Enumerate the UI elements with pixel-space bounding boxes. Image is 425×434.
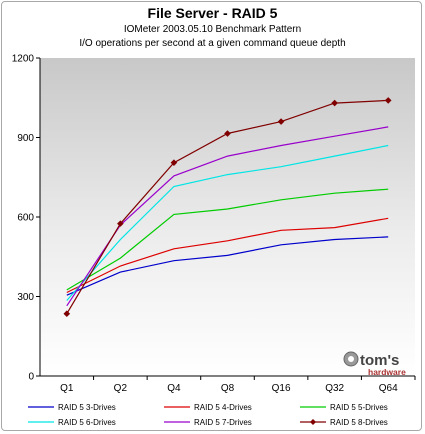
- chart-subtitle-2: I/O operations per second at a given com…: [79, 38, 346, 49]
- legend-marker: [310, 419, 316, 425]
- data-point: [63, 310, 71, 318]
- y-tick-label: 1200: [12, 54, 35, 65]
- data-point: [277, 118, 285, 125]
- x-tick-label: Q64: [379, 383, 398, 394]
- legend-label: RAID 5 8-Drives: [330, 418, 388, 427]
- x-tick-label: Q2: [114, 383, 128, 394]
- data-point: [384, 97, 392, 104]
- series-line-2: [66, 217, 389, 294]
- y-tick-label: 900: [17, 133, 34, 144]
- legend-label: RAID 5 3-Drives: [58, 403, 116, 412]
- y-tick-label: 0: [28, 372, 34, 383]
- data-point: [331, 99, 338, 107]
- x-tick-label: Q1: [60, 383, 74, 394]
- series-line-4: [66, 144, 389, 301]
- data-point: [170, 159, 178, 166]
- legend-label: RAID 5 7-Drives: [194, 418, 252, 427]
- x-tick-label: Q4: [167, 383, 181, 394]
- chart-title: File Server - RAID 5: [147, 5, 278, 21]
- logo-text: tom's: [360, 352, 399, 369]
- toms-hardware-logo: tom's hardware: [343, 351, 406, 377]
- data-point: [117, 220, 124, 227]
- series-line-1: [66, 236, 389, 296]
- logo-subtext: hardware: [368, 367, 406, 377]
- x-tick-label: Q16: [272, 383, 291, 394]
- x-tick-label: Q32: [325, 383, 344, 394]
- legend-label: RAID 5 6-Drives: [58, 418, 116, 427]
- legend-label: RAID 5 5-Drives: [330, 403, 388, 412]
- x-tick-label: Q8: [221, 383, 235, 394]
- data-point: [224, 130, 231, 137]
- series-line-3: [66, 188, 389, 291]
- legend-label: RAID 5 4-Drives: [194, 403, 252, 412]
- chart-subtitle-1: IOMeter 2003.05.10 Benchmark Pattern: [123, 24, 302, 35]
- y-tick-label: 300: [17, 292, 34, 303]
- plot-area: [40, 58, 415, 376]
- y-tick-label: 600: [17, 213, 34, 224]
